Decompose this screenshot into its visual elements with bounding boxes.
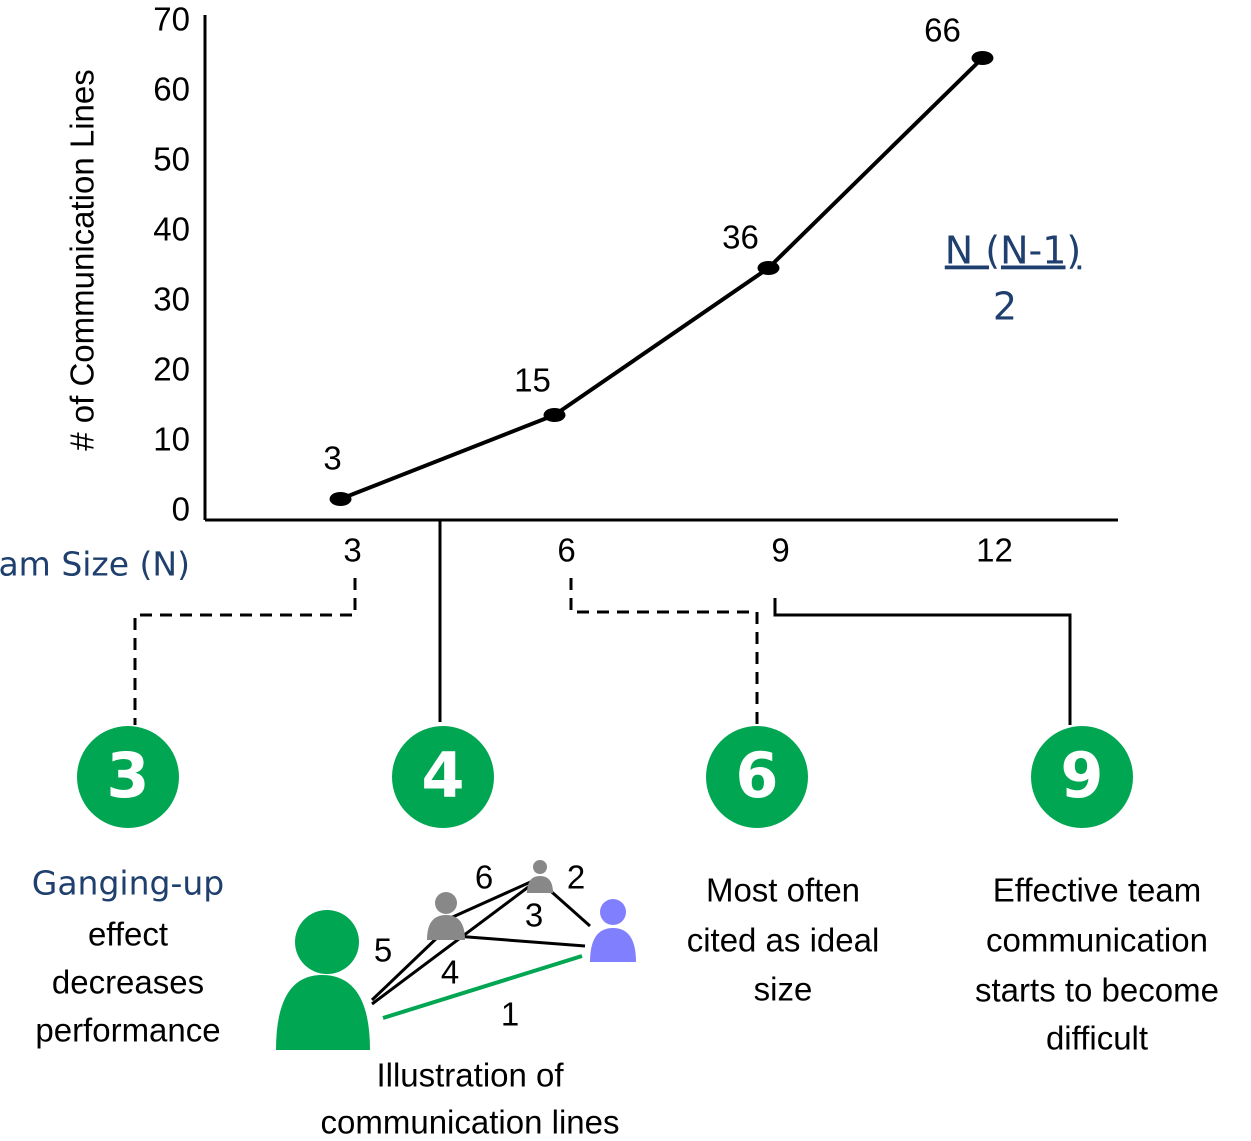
badge-number: 3 [106,739,149,812]
data-point [971,51,994,65]
line-label: 2 [567,859,585,896]
callout-text: Effective team [993,872,1202,909]
x-axis-label: Team Size (N) [0,545,190,584]
callout-text: Most often [706,872,860,909]
connector [133,578,357,725]
callout-text: communication lines [321,1104,620,1141]
badge [706,726,808,828]
connector [569,578,759,725]
callout-text: Illustration of [376,1057,564,1094]
badge-number: 6 [735,739,778,812]
y-tick-label: 70 [153,1,190,38]
data-line [339,56,984,501]
x-tick-label: 3 [343,532,361,569]
formula-numerator: N (N-1) [945,229,1081,273]
y-tick-label: 30 [153,281,190,318]
callout-text: size [754,971,813,1008]
callout-text: communication [986,922,1208,959]
data-point [757,261,780,275]
data-label: 36 [722,219,759,256]
y-tick-label: 20 [153,351,190,388]
y-tick-label: 40 [153,211,190,248]
connector [773,598,1072,725]
line-label: 6 [475,859,493,896]
badge-number: 9 [1060,739,1103,812]
data-point [543,408,566,422]
callout-text: cited as ideal [687,922,880,959]
line-label: 4 [441,954,459,991]
callout-text: performance [35,1012,220,1049]
y-tick-label: 0 [172,491,190,528]
callout-text: starts to become [975,972,1219,1009]
data-label: 66 [924,12,961,49]
badge [77,726,179,828]
badge [392,726,494,828]
callout-text: Ganging-up [32,864,224,903]
x-tick-label: 9 [771,532,789,569]
x-tick-label: 12 [976,532,1013,569]
badge-number: 4 [421,739,464,812]
y-axis-label: # of Communication Lines [64,69,101,451]
data-point [329,492,352,506]
y-tick-label: 60 [153,71,190,108]
formula-denominator: 2 [993,285,1017,329]
line-label: 3 [525,897,543,934]
line-label: 1 [501,996,519,1033]
badge [1031,726,1133,828]
y-tick-label: 10 [153,421,190,458]
callout-text: effect [88,916,168,953]
data-label: 3 [323,440,341,477]
callout-text: decreases [52,964,204,1001]
y-tick-label: 50 [153,141,190,178]
illustration [276,860,636,1050]
x-tick-label: 6 [557,532,575,569]
data-label: 15 [514,362,551,399]
line-label: 5 [374,932,392,969]
callout-text: difficult [1046,1020,1148,1057]
